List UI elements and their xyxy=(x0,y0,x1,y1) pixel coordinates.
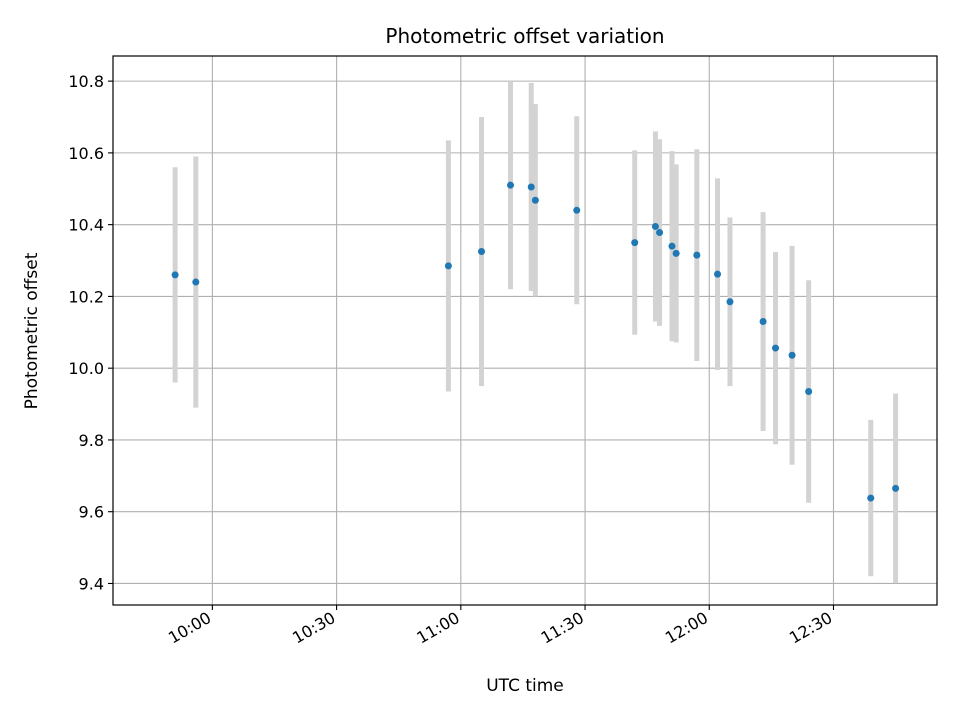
y-tick-label: 10.0 xyxy=(68,359,104,378)
data-point xyxy=(693,251,701,259)
data-point xyxy=(444,262,452,270)
data-point xyxy=(772,344,780,352)
x-tick-label: 11:00 xyxy=(413,608,462,648)
data-point xyxy=(867,494,875,502)
data-point xyxy=(631,239,639,247)
data-point xyxy=(573,206,581,214)
chart-title: Photometric offset variation xyxy=(385,24,664,48)
x-tick-label: 10:00 xyxy=(165,608,214,648)
data-points xyxy=(171,181,900,502)
y-axis-label: Photometric offset xyxy=(22,252,42,409)
data-point xyxy=(726,298,734,306)
data-point xyxy=(788,351,796,359)
data-point xyxy=(714,270,722,278)
y-axis: 9.4 9.6 9.8 10.0 10.2 10.4 10.6 10.8 xyxy=(68,72,113,593)
data-point xyxy=(892,484,900,492)
error-bars xyxy=(172,81,899,584)
y-tick-label: 9.6 xyxy=(79,503,104,522)
x-tick-label: 10:30 xyxy=(289,608,338,648)
y-tick-label: 9.4 xyxy=(79,574,104,593)
x-tick-label: 11:30 xyxy=(538,608,587,648)
data-point xyxy=(668,242,676,250)
x-axis-label: UTC time xyxy=(486,676,564,696)
y-tick-label: 10.6 xyxy=(68,144,104,163)
data-point xyxy=(192,278,200,286)
data-point xyxy=(651,222,659,230)
grid xyxy=(113,56,937,605)
data-point xyxy=(672,249,680,257)
data-point xyxy=(805,388,813,395)
data-point xyxy=(171,271,179,279)
plot-frame xyxy=(112,55,938,606)
y-tick-label: 10.4 xyxy=(68,216,104,235)
x-tick-label: 12:00 xyxy=(662,608,711,648)
x-tick-label: 12:30 xyxy=(786,608,835,648)
data-point xyxy=(527,183,535,191)
data-point xyxy=(507,181,515,189)
y-tick-label: 9.8 xyxy=(79,431,104,450)
y-tick-label: 10.2 xyxy=(68,287,104,306)
y-tick-label: 10.8 xyxy=(68,72,104,91)
x-axis: 10:00 10:30 11:00 11:30 12:00 12:30 xyxy=(165,605,835,648)
data-point xyxy=(656,229,664,237)
data-point xyxy=(759,318,767,326)
data-point xyxy=(478,248,486,256)
data-point xyxy=(531,196,539,204)
